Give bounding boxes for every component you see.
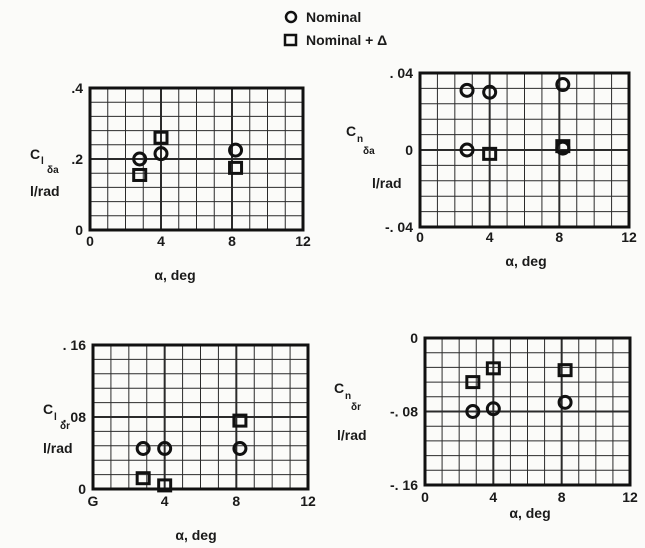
y-tick-label: -. 16 xyxy=(390,477,418,493)
data-point-circle xyxy=(555,77,571,93)
panel-cn-delta-r: 0 4 8 12 -. 16 -. 08 0 C n δr l/rad α, deg xyxy=(334,330,638,521)
y-tick-label: .4 xyxy=(71,80,83,96)
panel-1-grid: 0 4 8 12 0 .2 .4 xyxy=(71,80,311,249)
panel-4-xlabel: α, deg xyxy=(509,505,550,521)
data-point-circle xyxy=(132,151,148,167)
ylabel-unit: l/rad xyxy=(372,175,402,191)
legend-circle-marker xyxy=(284,10,298,24)
data-point-square xyxy=(465,375,481,390)
x-tick-label: 4 xyxy=(486,229,494,245)
x-tick-label: 8 xyxy=(558,489,566,505)
data-point-circle xyxy=(459,142,475,158)
ylabel-unit: l/rad xyxy=(43,440,73,456)
data-point-circle xyxy=(465,404,481,419)
panel-4-ylabel: C n δr l/rad xyxy=(334,380,367,443)
data-point-square xyxy=(228,160,244,175)
data-point-circle xyxy=(228,142,244,158)
ylabel-unit: l/rad xyxy=(30,183,60,199)
y-tick-label: . 04 xyxy=(390,65,414,81)
y-tick-label: 0 xyxy=(405,142,413,158)
x-tick-label: 8 xyxy=(228,233,236,249)
plot-frame xyxy=(423,336,632,487)
y-tick-label: . 16 xyxy=(63,337,87,353)
ylabel-sub2: δr xyxy=(60,421,70,432)
legend: Nominal Nominal + Δ xyxy=(283,9,387,48)
panel-2-ylabel: C n δa l/rad xyxy=(346,123,402,191)
data-point-square xyxy=(132,167,148,182)
data-point-square xyxy=(232,413,248,428)
ylabel-main: C xyxy=(43,401,53,417)
plot-frame xyxy=(91,343,310,491)
panel-4-grid: 0 4 8 12 -. 16 -. 08 0 xyxy=(390,330,638,505)
data-point-square xyxy=(485,361,501,376)
x-tick-label: G xyxy=(88,493,99,509)
x-tick-label: 12 xyxy=(295,233,311,249)
y-tick-label: 0 xyxy=(75,222,83,238)
x-tick-label: 8 xyxy=(555,229,563,245)
data-point-square xyxy=(157,478,173,493)
panel-3-grid: G 4 8 12 0 . 08 . 16 xyxy=(63,337,316,509)
legend-label-nominal: Nominal xyxy=(306,9,361,25)
ylabel-sub2: δa xyxy=(47,165,59,176)
data-point-square xyxy=(153,130,169,145)
data-point-circle xyxy=(459,82,475,98)
x-tick-label: 12 xyxy=(621,229,637,245)
ylabel-main: C xyxy=(30,146,40,162)
data-point-circle xyxy=(485,401,501,417)
x-tick-label: 0 xyxy=(86,233,94,249)
y-tick-label: -. 08 xyxy=(390,404,418,420)
data-point-square xyxy=(557,363,573,378)
x-tick-label: 4 xyxy=(161,493,169,509)
panel-cn-delta-a: 0 4 8 12-. 040. 04 C n δa l/rad α, deg xyxy=(346,65,637,269)
x-tick-label: 8 xyxy=(232,493,240,509)
ylabel-sub2: δr xyxy=(351,402,361,413)
x-tick-label: 4 xyxy=(489,489,497,505)
ylabel-main: C xyxy=(334,380,344,396)
panel-2-xlabel: α, deg xyxy=(505,253,546,269)
data-point-square xyxy=(555,139,571,154)
y-tick-label: . 08 xyxy=(63,409,87,425)
ylabel-sub1: l xyxy=(54,412,57,423)
panel-1-ylabel: C l δa l/rad xyxy=(30,146,60,199)
data-point-square xyxy=(482,146,498,161)
panel-2-grid: 0 4 8 12-. 040. 04 xyxy=(385,65,637,245)
y-tick-label: 0 xyxy=(78,481,86,497)
data-point-square xyxy=(135,471,151,486)
y-tick-label: -. 04 xyxy=(385,219,413,235)
plot-frame xyxy=(418,71,631,229)
ylabel-sub1: n xyxy=(357,134,363,145)
legend-square-marker xyxy=(283,33,298,47)
ylabel-sub1: l xyxy=(41,156,44,167)
data-point-circle xyxy=(157,441,173,456)
x-tick-label: 0 xyxy=(421,489,429,505)
ylabel-main: C xyxy=(346,123,356,139)
legend-label-nominal-plus-delta: Nominal + Δ xyxy=(306,32,387,48)
panel-cl-delta-a: 0 4 8 12 0 .2 .4 C l δa l/rad α, deg xyxy=(30,80,311,283)
data-point-circle xyxy=(232,441,248,456)
data-point-circle xyxy=(482,84,498,100)
x-tick-label: 12 xyxy=(300,493,316,509)
panel-3-xlabel: α, deg xyxy=(175,527,216,543)
x-tick-label: 12 xyxy=(622,489,638,505)
data-point-circle xyxy=(557,394,573,410)
ylabel-unit: l/rad xyxy=(337,427,367,443)
y-tick-label: .2 xyxy=(71,151,83,167)
y-tick-label: 0 xyxy=(410,330,418,346)
plot-frame xyxy=(88,86,305,232)
data-point-circle xyxy=(135,441,151,456)
panel-3-ylabel: C l δr l/rad xyxy=(43,401,73,456)
data-point-circle xyxy=(153,146,169,162)
x-tick-label: 4 xyxy=(157,233,165,249)
ylabel-sub2: δa xyxy=(363,146,375,157)
panel-cl-delta-r: G 4 8 12 0 . 08 . 16 C l δr l/rad α, deg xyxy=(43,337,316,543)
x-tick-label: 0 xyxy=(416,229,424,245)
ylabel-sub1: n xyxy=(345,391,351,402)
panel-1-xlabel: α, deg xyxy=(154,267,195,283)
